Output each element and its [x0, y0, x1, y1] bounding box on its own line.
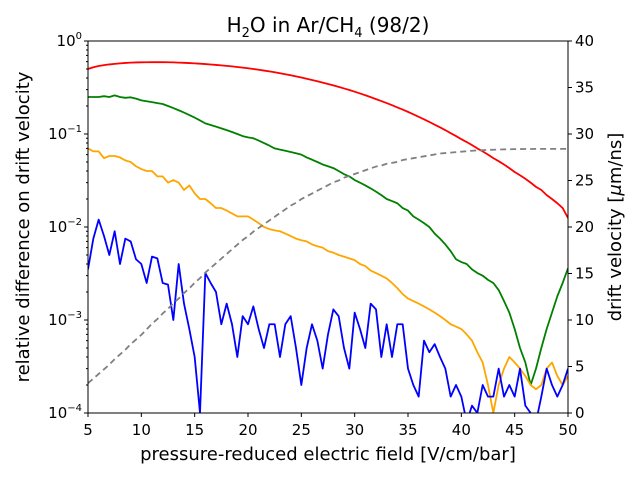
- series-layer: [88, 61, 568, 413]
- y-axis-right-label: drift velocity [μm/ns]: [605, 133, 626, 322]
- x-tick-label: 5: [83, 421, 93, 439]
- y-left-tick-label: 10−2: [48, 217, 82, 236]
- y-left-tick-label: 10−1: [48, 124, 82, 143]
- ticks-layer: 5 10 15 20 25 30 35 40 45 50 100 10−1 10−2 10−3 10−4 0 5…: [48, 31, 594, 439]
- y-axis-left-label: relative difference on drift velocity: [13, 71, 34, 382]
- y-right-tick-label: 5: [575, 358, 585, 376]
- series-line-green: [88, 94, 568, 386]
- y-left-tick-label: 10−4: [48, 403, 82, 422]
- x-tick-label: 20: [238, 421, 257, 439]
- series-line-red: [88, 61, 568, 219]
- y-right-tick-label: 15: [575, 265, 594, 283]
- series-line-blue: [88, 218, 568, 413]
- y-right-tick-label: 10: [575, 311, 594, 329]
- y-right-tick-label: 35: [575, 79, 594, 97]
- y-right-tick-label: 25: [575, 172, 594, 190]
- x-axis-label: pressure-reduced electric field [V/cm/ba…: [140, 444, 516, 465]
- x-tick-label: 30: [345, 421, 364, 439]
- x-tick-label: 50: [558, 421, 577, 439]
- y-right-tick-label: 20: [575, 218, 594, 236]
- plot-frame: [87, 40, 569, 414]
- x-tick-label: 40: [452, 421, 471, 439]
- x-tick-label: 45: [505, 421, 524, 439]
- x-tick-label: 25: [292, 421, 311, 439]
- chart-title: H2O in Ar/CH4 (98/2): [227, 13, 430, 41]
- series-line-orange: [88, 147, 568, 413]
- y-left-tick-label: 10−3: [48, 310, 82, 329]
- y-right-tick-label: 30: [575, 125, 594, 143]
- x-tick-label: 15: [185, 421, 204, 439]
- y-right-tick-label: 0: [575, 404, 585, 422]
- y-right-tick-label: 40: [575, 32, 594, 50]
- x-tick-label: 35: [398, 421, 417, 439]
- y-left-tick-label: 100: [57, 31, 82, 50]
- x-tick-label: 10: [132, 421, 151, 439]
- series-line-drift-velocity: [88, 147, 568, 384]
